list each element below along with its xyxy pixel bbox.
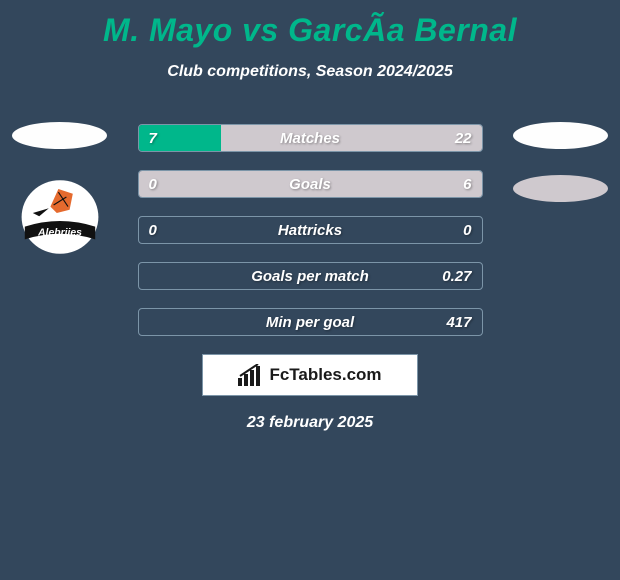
stat-row: 0.27Goals per match <box>138 262 483 290</box>
stat-row: 417Min per goal <box>138 308 483 336</box>
page-title: M. Mayo vs GarcÃ­a Bernal <box>0 0 620 49</box>
ellipse-icon <box>513 175 608 202</box>
brand-label: FcTables.com <box>269 365 381 385</box>
stat-label: Goals <box>139 171 482 197</box>
player-left-logos: Alebrijes <box>12 122 107 262</box>
brand-box[interactable]: FcTables.com <box>202 354 418 396</box>
stat-row: 722Matches <box>138 124 483 152</box>
stat-label: Hattricks <box>139 217 482 243</box>
chart-icon <box>238 364 264 386</box>
stat-bars: 722Matches 06Goals 00Hattricks 0.27Goals pe… <box>138 112 483 336</box>
stat-row: 06Goals <box>138 170 483 198</box>
stat-label: Goals per match <box>139 263 482 289</box>
player-right-logos <box>513 122 608 202</box>
club-badge-icon: Alebrijes <box>20 177 100 257</box>
stats-area: Alebrijes 722Matches 06Goals 00Hattricks 0.… <box>0 112 620 432</box>
stat-label: Min per goal <box>139 309 482 335</box>
date-label: 23 february 2025 <box>0 414 620 432</box>
ellipse-icon <box>513 122 608 149</box>
svg-text:Alebrijes: Alebrijes <box>37 227 82 238</box>
stat-label: Matches <box>139 125 482 151</box>
ellipse-icon <box>12 122 107 149</box>
stat-row: 00Hattricks <box>138 216 483 244</box>
subtitle: Club competitions, Season 2024/2025 <box>0 63 620 81</box>
